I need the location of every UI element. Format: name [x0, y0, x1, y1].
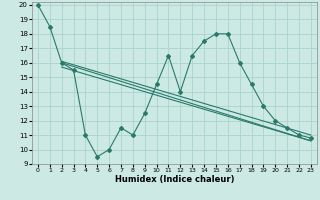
- X-axis label: Humidex (Indice chaleur): Humidex (Indice chaleur): [115, 175, 234, 184]
